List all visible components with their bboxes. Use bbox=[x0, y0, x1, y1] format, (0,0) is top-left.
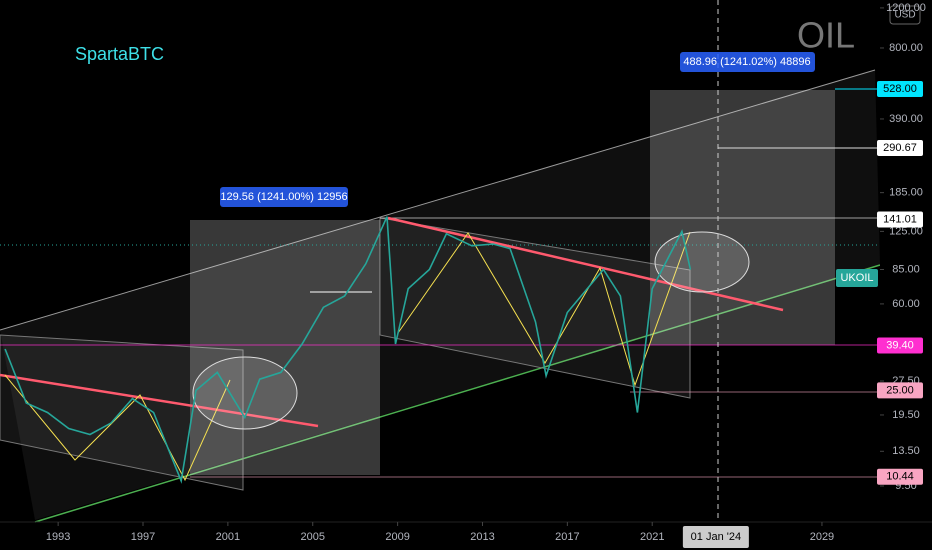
crosshair-label: 01 Jan '24 bbox=[691, 531, 741, 543]
price-label: 39.40 bbox=[886, 339, 914, 351]
x-tick-label: 1993 bbox=[46, 531, 70, 543]
resistance-line bbox=[387, 216, 784, 312]
highlight-circle bbox=[654, 231, 750, 293]
resistance-line bbox=[0, 373, 319, 428]
y-tick-label: 19.50 bbox=[892, 409, 920, 421]
x-tick-label: 2001 bbox=[216, 531, 240, 543]
measure-badge bbox=[220, 187, 348, 207]
price-label: 25.00 bbox=[886, 384, 914, 396]
ticker-box bbox=[836, 268, 878, 287]
price-label: 10.44 bbox=[886, 471, 914, 483]
y-tick-label: 1200.00 bbox=[886, 2, 926, 14]
y-tick-label: 800.00 bbox=[889, 42, 923, 54]
y-tick-label: 185.00 bbox=[889, 187, 923, 199]
measure-label: 488.96 (1241.02%) 48896 bbox=[683, 56, 810, 68]
currency: USD bbox=[894, 10, 915, 21]
crosshair-box bbox=[682, 526, 749, 548]
y-tick-label: 390.00 bbox=[889, 113, 923, 125]
measure-box bbox=[190, 220, 380, 475]
price-label-box bbox=[877, 382, 923, 399]
currency-box[interactable] bbox=[889, 5, 921, 25]
zigzag bbox=[4, 374, 231, 482]
y-tick-label: 13.50 bbox=[892, 445, 920, 457]
support-line bbox=[34, 264, 881, 523]
y-tick-label: 125.00 bbox=[889, 225, 923, 237]
price-label-box bbox=[877, 211, 923, 228]
price-label-box bbox=[877, 81, 923, 98]
measure-label: 129.56 (1241.00%) 12956 bbox=[220, 191, 347, 203]
x-tick-label: 1997 bbox=[131, 531, 155, 543]
price-label: 141.01 bbox=[883, 213, 917, 225]
price-label-box bbox=[877, 140, 923, 157]
price-line-series bbox=[4, 216, 692, 484]
x-tick-label: 2009 bbox=[385, 531, 409, 543]
price-label: 528.00 bbox=[883, 83, 917, 95]
price-label-box bbox=[877, 337, 923, 354]
y-tick-label: 85.00 bbox=[892, 263, 920, 275]
x-tick-label: 2021 bbox=[640, 531, 664, 543]
mid-channel bbox=[379, 217, 691, 399]
price-label-box bbox=[877, 468, 923, 485]
x-tick-label: 2005 bbox=[301, 531, 325, 543]
ticker-label: UKOIL bbox=[840, 272, 873, 284]
author: SpartaBTC bbox=[75, 44, 164, 64]
price-label: 290.67 bbox=[883, 142, 917, 154]
x-tick-label: 2017 bbox=[555, 531, 579, 543]
x-tick-label: 2013 bbox=[470, 531, 494, 543]
channel-top bbox=[0, 69, 876, 331]
measure-badge bbox=[680, 52, 815, 72]
symbol: OIL bbox=[797, 15, 855, 56]
x-tick-label: 2029 bbox=[810, 531, 834, 543]
y-tick-label: 60.00 bbox=[892, 298, 920, 310]
outer-channel bbox=[0, 70, 880, 520]
